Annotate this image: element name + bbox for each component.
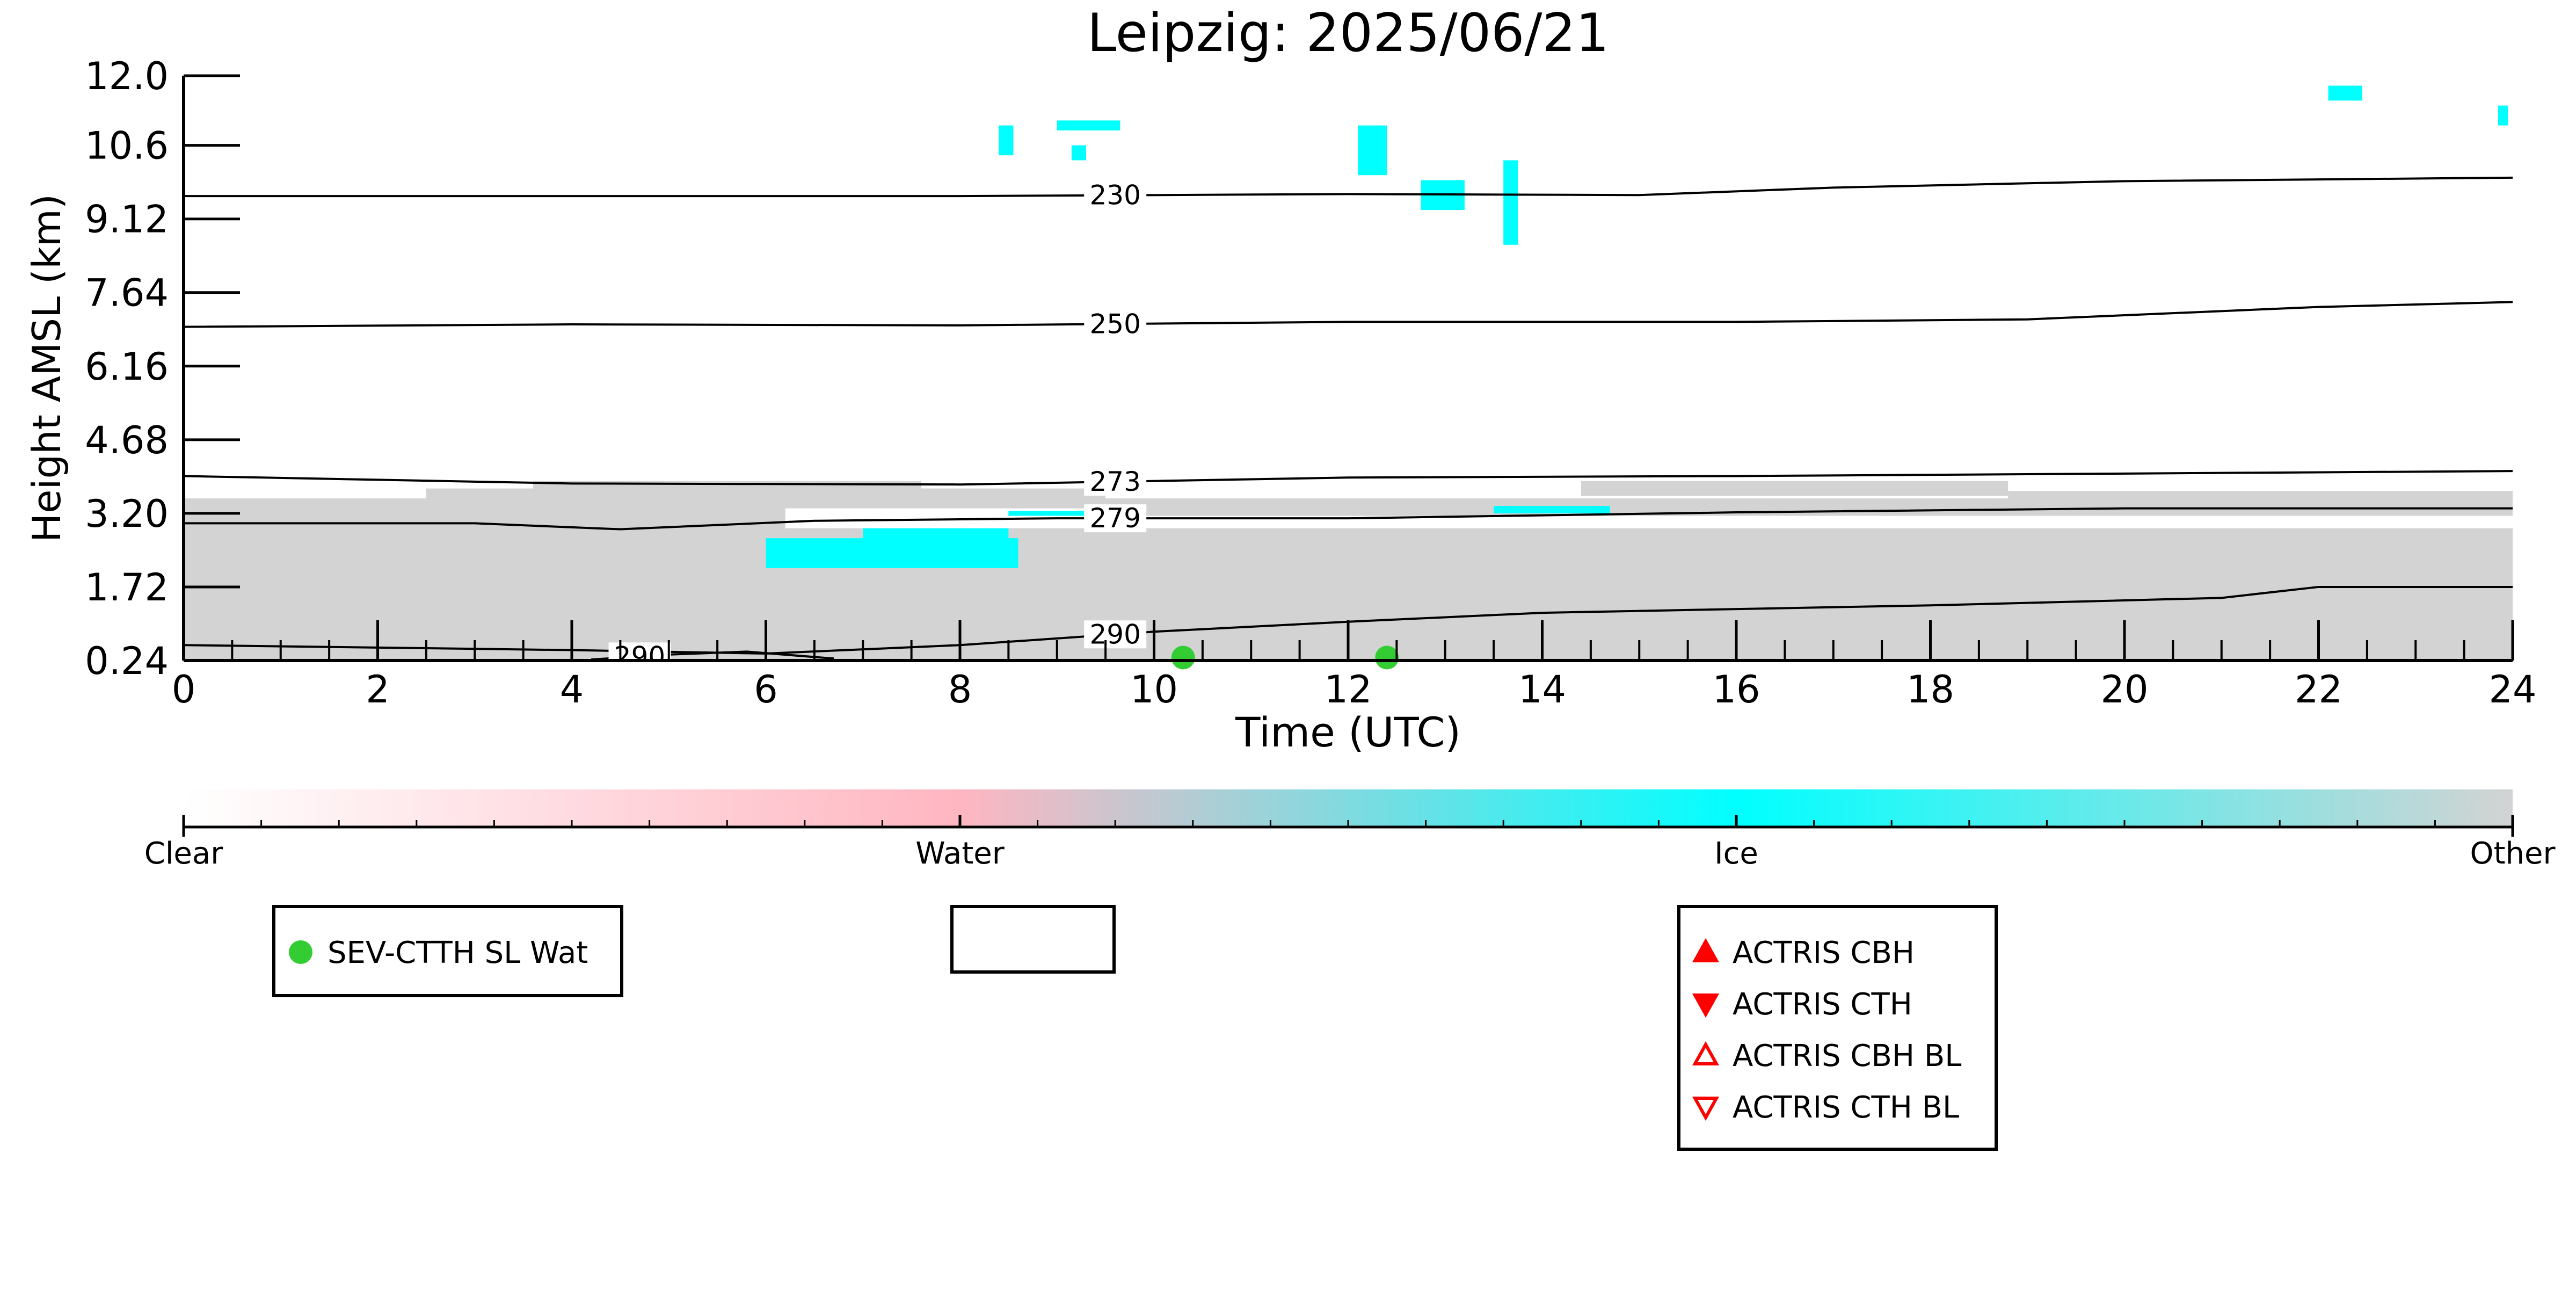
isotherm-label-bg [1084, 504, 1147, 533]
x-tick-label: 20 [2100, 668, 2148, 712]
region-ice [1057, 120, 1120, 130]
isotherm-line [184, 507, 2513, 531]
y-tick-label: 6.16 [85, 345, 169, 389]
region-other [426, 488, 1106, 509]
y-tick-label: 12.0 [85, 54, 169, 98]
x-tick-label: 22 [2295, 668, 2342, 712]
legend-marker-circle [289, 940, 312, 964]
legend-marker-triangle-up [1692, 938, 1720, 962]
colorbar: Clear Water Ice Other [144, 789, 2556, 871]
colorbar-label: Clear [144, 836, 223, 871]
x-tick-label: 24 [2488, 668, 2536, 712]
isotherm-label: 250 [1089, 308, 1140, 339]
y-tick-label: 7.64 [85, 271, 169, 315]
x-tick-label: 0 [172, 668, 196, 712]
x-tick-label: 16 [1712, 668, 1760, 712]
legend-entry-label: ACTRIS CBH BL [1733, 1039, 1961, 1074]
y-tick-label: 0.24 [85, 639, 169, 683]
region-ice [1503, 160, 1518, 245]
y-tick-label: 9.12 [85, 198, 169, 242]
region-ice [999, 125, 1014, 156]
region-ice [1008, 511, 1096, 516]
legend-marker-triangle-up [1692, 1041, 1720, 1065]
colorbar-label: Water [915, 836, 1005, 871]
isotherm-label: 279 [1089, 503, 1140, 534]
region-ice [1071, 145, 1086, 161]
legend-entry-label: ACTRIS CTH [1733, 987, 1912, 1022]
legend-boxes: SEV-CTTH SL Wat ACTRIS CBH ACTRIS CTH ACTRI… [272, 905, 1998, 1151]
isotherm-label-bg [1084, 468, 1147, 496]
x-tick-label: 6 [754, 668, 778, 712]
y-tick-label: 3.20 [85, 492, 169, 536]
region-other [2008, 491, 2513, 509]
x-tick-label: 2 [366, 668, 390, 712]
legend-entry-label: SEV-CTTH SL Wat [328, 935, 588, 970]
region-ice [863, 528, 1009, 543]
axes: 0 2 4 6 8 10 12 14 16 18 20 22 240.241.723.204.686.1… [85, 54, 2536, 712]
y-tick-label: 4.68 [85, 418, 169, 462]
region-ice [2328, 85, 2362, 101]
legend-entry-label: ACTRIS CTH BL [1733, 1090, 1959, 1125]
isotherm-line [184, 470, 2513, 486]
sev-ctth-point [1171, 646, 1195, 670]
isotherm-label: 290 [1089, 619, 1140, 650]
region-ice [1494, 506, 1611, 513]
isotherm-line [184, 176, 2513, 198]
isotherm-label-bg [1084, 620, 1147, 649]
sev-ctth-points [1171, 646, 1399, 670]
legend-box [1677, 905, 1998, 1151]
isotherm-line [184, 301, 2513, 328]
x-tick-label: 4 [560, 668, 584, 712]
x-tick-label: 18 [1906, 668, 1954, 712]
x-tick-label: 8 [948, 668, 972, 712]
isotherm-label-bg [1084, 181, 1147, 209]
y-tick-label: 10.6 [85, 124, 169, 168]
isotherm-label: 273 [1089, 466, 1140, 497]
isotherm-label: 290 [614, 641, 665, 672]
x-tick-label: 14 [1518, 668, 1566, 712]
y-axis-label: Height AMSL (km) [24, 194, 69, 542]
legend-marker-triangle-down [1692, 1097, 1720, 1121]
region-ice [1358, 125, 1387, 176]
isotherm-label: 230 [1089, 180, 1140, 211]
sev-ctth-point [1375, 646, 1399, 670]
legend-marker-triangle-down [1692, 993, 1720, 1018]
legend-entry-label: ACTRIS CBH [1733, 935, 1915, 970]
isotherm-label-bg [1084, 310, 1147, 338]
isotherm-lines: 230 250 273 279 290 290 [184, 176, 2513, 672]
y-tick-label: 1.72 [85, 565, 169, 610]
region-ice [2498, 105, 2508, 126]
chart-title: Leipzig: 2025/06/21 [1087, 3, 1610, 64]
legend-box [950, 905, 1116, 974]
x-tick-label: 12 [1324, 668, 1372, 712]
x-axis-label: Time (UTC) [1235, 708, 1461, 756]
isotherm-label-bg [608, 642, 671, 661]
legend-box [272, 905, 623, 997]
colorbar-label: Other [2470, 836, 2556, 871]
x-tick-label: 10 [1130, 668, 1178, 712]
colorbar-label: Ice [1714, 836, 1758, 871]
region-other [1581, 481, 2009, 496]
